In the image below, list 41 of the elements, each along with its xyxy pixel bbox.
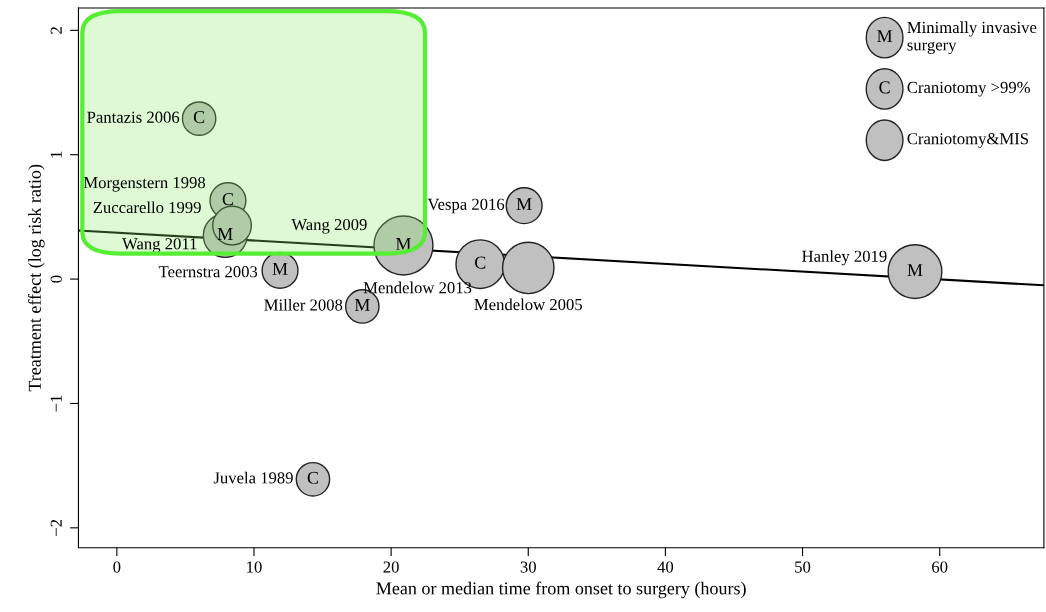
y-axis-title: Treatment effect (log risk ratio) — [27, 164, 45, 392]
data-label: M — [354, 298, 370, 311]
data-label: C — [307, 471, 318, 484]
annotation: Zuccarello 1999 — [93, 201, 201, 214]
x-tick-label: 30 — [520, 561, 536, 573]
y-tick-label: 2 — [50, 27, 62, 34]
annotation: Hanley 2019 — [802, 250, 887, 266]
annotation: Miller 2008 — [264, 298, 343, 311]
annotation: Teernstra 2003 — [158, 266, 258, 278]
y-tick-label: 0 — [50, 275, 62, 283]
data-label: M — [217, 228, 233, 240]
annotation: Mendelow 2005 — [474, 298, 582, 311]
data-label: M — [395, 238, 411, 250]
data-label: M — [516, 198, 532, 211]
annotation: Morgenstern 1998 — [83, 176, 206, 192]
data-label: M — [272, 262, 288, 275]
data-label: M — [907, 264, 923, 276]
x-tick-label: 0 — [113, 561, 121, 573]
x-tick-label: 20 — [383, 561, 399, 573]
x-tick-label: 60 — [932, 561, 948, 573]
annotation: Pantazis 2006 — [87, 111, 180, 123]
data-label: C — [222, 193, 233, 206]
x-tick-label: 10 — [247, 561, 262, 573]
annotation: Juvela 1989 — [213, 471, 293, 484]
data-label: C — [193, 111, 205, 124]
annotation: Wang 2011 — [122, 238, 197, 253]
annotation: Craniotomy&MIS — [907, 133, 1029, 148]
annotation: C — [879, 81, 890, 94]
y-tick-label: −1 — [50, 395, 62, 412]
data-label: C — [474, 256, 486, 269]
x-tick-label: 40 — [657, 561, 674, 573]
annotation: Craniotomy >99% — [907, 81, 1030, 97]
annotation: Vespa 2016 — [427, 198, 505, 214]
annotation: Minimally invasive surgery — [907, 21, 1037, 54]
x-tick-label: 50 — [795, 561, 811, 573]
annotation: Wang 2009 — [291, 218, 367, 234]
x-axis-title: Mean or median time from onset to surgery (hours) — [376, 581, 746, 599]
annotation: Mendelow 2013 — [363, 281, 472, 294]
y-tick-label: 1 — [50, 151, 62, 158]
annotation: M — [877, 30, 893, 42]
y-tick-label: −2 — [50, 519, 62, 536]
